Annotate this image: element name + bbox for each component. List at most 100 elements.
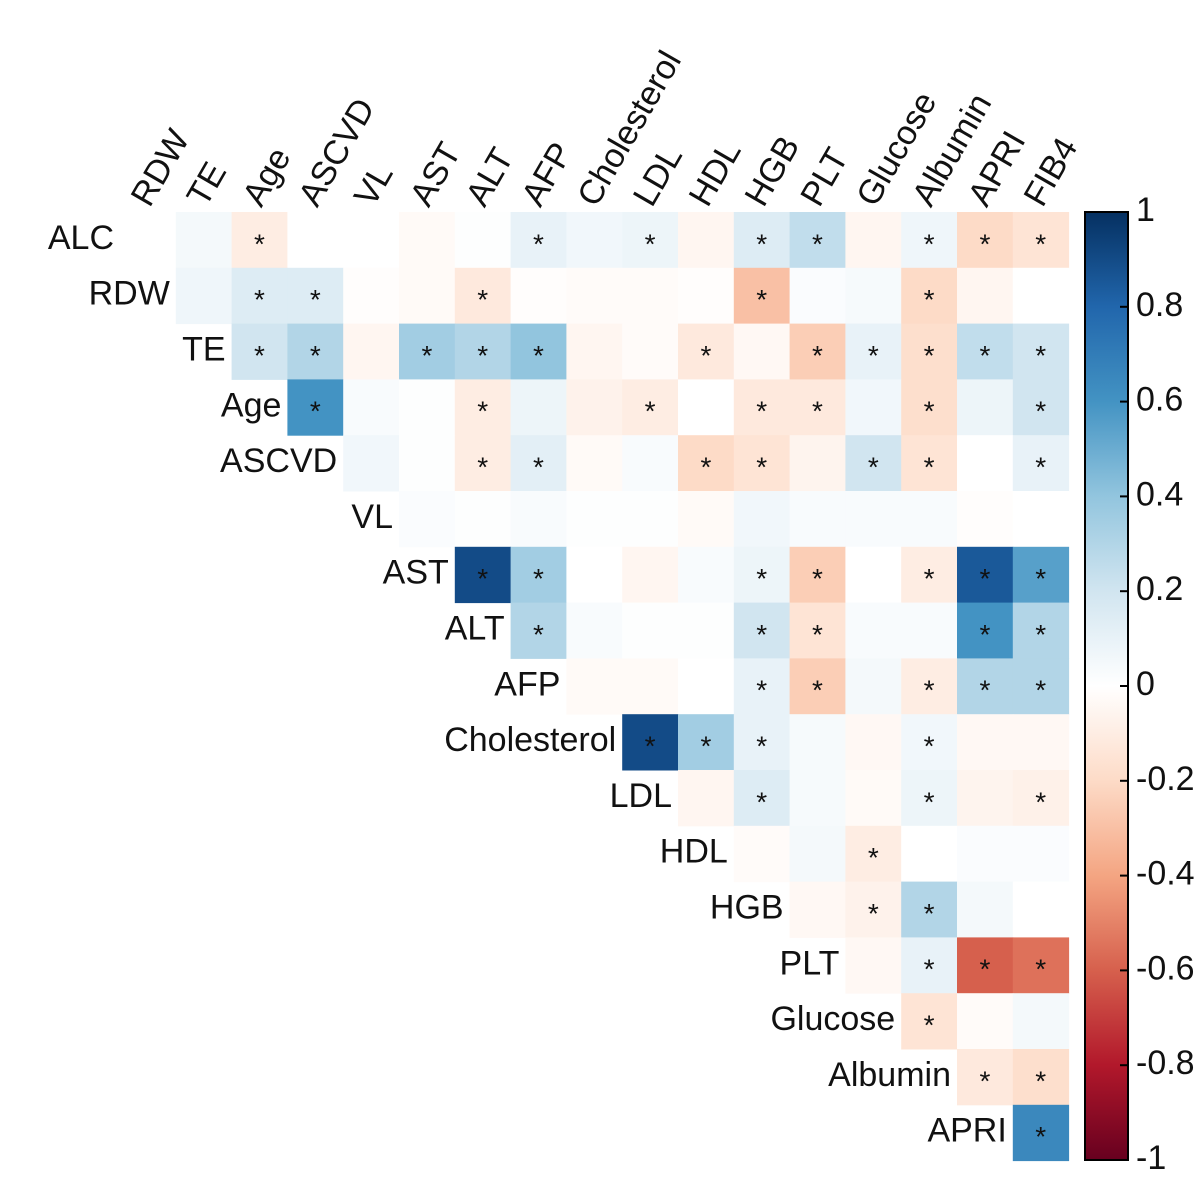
cell xyxy=(566,323,623,380)
significance-label: * xyxy=(1035,396,1046,427)
cell xyxy=(845,435,902,492)
cell xyxy=(622,602,679,659)
significance-label: * xyxy=(924,396,935,427)
cell xyxy=(789,714,846,771)
cell xyxy=(454,267,512,325)
cell xyxy=(622,658,679,715)
row-label: ASCVD xyxy=(220,442,337,480)
cell xyxy=(1012,491,1070,548)
cell xyxy=(957,937,1014,994)
colorbar-tick-label: 0.8 xyxy=(1136,286,1183,324)
row-label: PLT xyxy=(780,944,840,982)
cell xyxy=(510,379,567,436)
significance-label: * xyxy=(812,675,823,706)
significance-label: * xyxy=(979,1065,990,1096)
row-label: APRI xyxy=(927,1112,1006,1150)
significance-label: * xyxy=(533,451,544,482)
cell xyxy=(1012,770,1070,827)
significance-label: * xyxy=(1035,340,1046,371)
cell xyxy=(622,491,679,548)
cell xyxy=(678,546,735,604)
significance-label: * xyxy=(979,675,990,706)
cell xyxy=(120,212,177,269)
cell xyxy=(399,491,456,548)
cell xyxy=(901,323,958,380)
significance-label: * xyxy=(477,563,488,594)
significance-label: * xyxy=(1035,1121,1046,1152)
cell xyxy=(789,825,846,883)
cell xyxy=(622,212,679,269)
significance-label: * xyxy=(1035,1065,1046,1096)
row-label: HDL xyxy=(660,833,728,871)
colorbar-tick-label: -0.8 xyxy=(1136,1044,1195,1082)
cell xyxy=(733,825,791,883)
cell xyxy=(901,491,958,548)
cell xyxy=(957,379,1014,436)
cell xyxy=(1012,212,1070,269)
colorbar-tick-label: -0.2 xyxy=(1136,760,1195,798)
significance-label: * xyxy=(1035,619,1046,650)
significance-label: * xyxy=(979,619,990,650)
cell xyxy=(622,323,679,380)
column-label: ALT xyxy=(458,142,521,213)
row-label: Glucose xyxy=(770,1000,895,1038)
column-label: HDL xyxy=(682,135,749,213)
cell xyxy=(789,602,846,659)
row-label: HGB xyxy=(710,888,784,926)
cell xyxy=(678,267,735,325)
cell xyxy=(845,212,902,269)
cell xyxy=(454,435,512,492)
cell xyxy=(622,267,679,325)
significance-label: * xyxy=(868,451,879,482)
significance-label: * xyxy=(756,675,767,706)
colorbar-tick-label: -0.4 xyxy=(1136,855,1195,893)
cell xyxy=(1012,602,1070,659)
cell xyxy=(901,546,958,604)
cell xyxy=(901,212,958,269)
cell xyxy=(175,267,233,325)
row-label: Age xyxy=(221,386,282,424)
cell xyxy=(510,267,567,325)
significance-label: * xyxy=(645,730,656,761)
cell xyxy=(957,993,1014,1050)
cell xyxy=(399,435,456,492)
cell xyxy=(566,658,623,715)
significance-label: * xyxy=(924,786,935,817)
cell xyxy=(510,435,567,492)
cell xyxy=(566,546,623,604)
cell xyxy=(231,212,288,269)
cell xyxy=(845,491,902,548)
row-label: AFP xyxy=(494,665,560,703)
significance-label: * xyxy=(812,396,823,427)
cell xyxy=(901,881,958,938)
cell xyxy=(957,546,1014,604)
row-label: Albumin xyxy=(828,1056,951,1094)
cell xyxy=(845,602,902,659)
row-label: RDW xyxy=(89,275,170,313)
cell xyxy=(789,267,846,325)
significance-label: * xyxy=(533,563,544,594)
cell xyxy=(510,491,567,548)
row-label: ALT xyxy=(445,609,505,647)
cell xyxy=(789,379,846,436)
cell xyxy=(845,714,902,771)
cell xyxy=(733,323,791,380)
significance-label: * xyxy=(868,842,879,873)
cell xyxy=(1012,825,1070,883)
cell xyxy=(957,323,1014,380)
significance-label: * xyxy=(756,563,767,594)
cell xyxy=(510,602,567,659)
cell xyxy=(678,435,735,492)
row-label: AST xyxy=(383,554,449,592)
cell xyxy=(1012,267,1070,325)
cell xyxy=(399,379,456,436)
cell xyxy=(845,379,902,436)
cell xyxy=(678,491,735,548)
significance-label: * xyxy=(924,675,935,706)
cell xyxy=(789,435,846,492)
cell xyxy=(845,323,902,380)
cell xyxy=(678,602,735,659)
cell xyxy=(957,1049,1014,1106)
cell xyxy=(566,602,623,659)
cell xyxy=(957,881,1014,938)
